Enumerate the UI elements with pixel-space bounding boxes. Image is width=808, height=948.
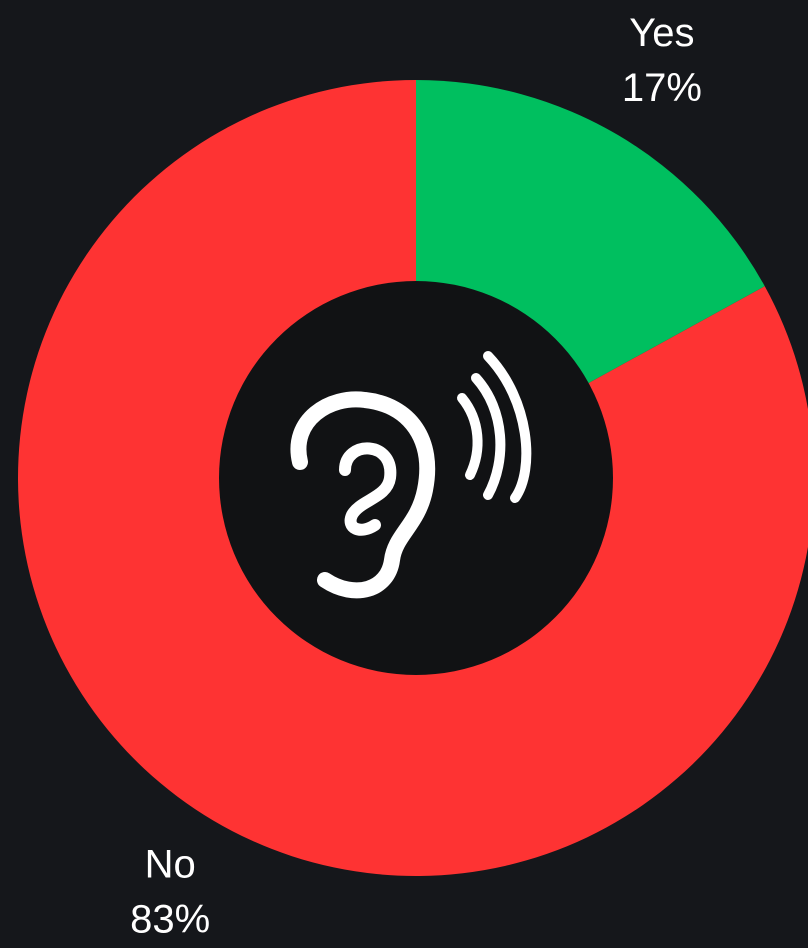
ear-icon <box>290 351 532 599</box>
donut-hole <box>219 281 613 675</box>
labels: Yes 17% No 83% <box>130 11 702 941</box>
value-label: 17% <box>622 66 702 110</box>
value-label: 83% <box>130 897 210 941</box>
category-label: Yes <box>629 11 694 55</box>
category-label: No <box>145 842 196 886</box>
